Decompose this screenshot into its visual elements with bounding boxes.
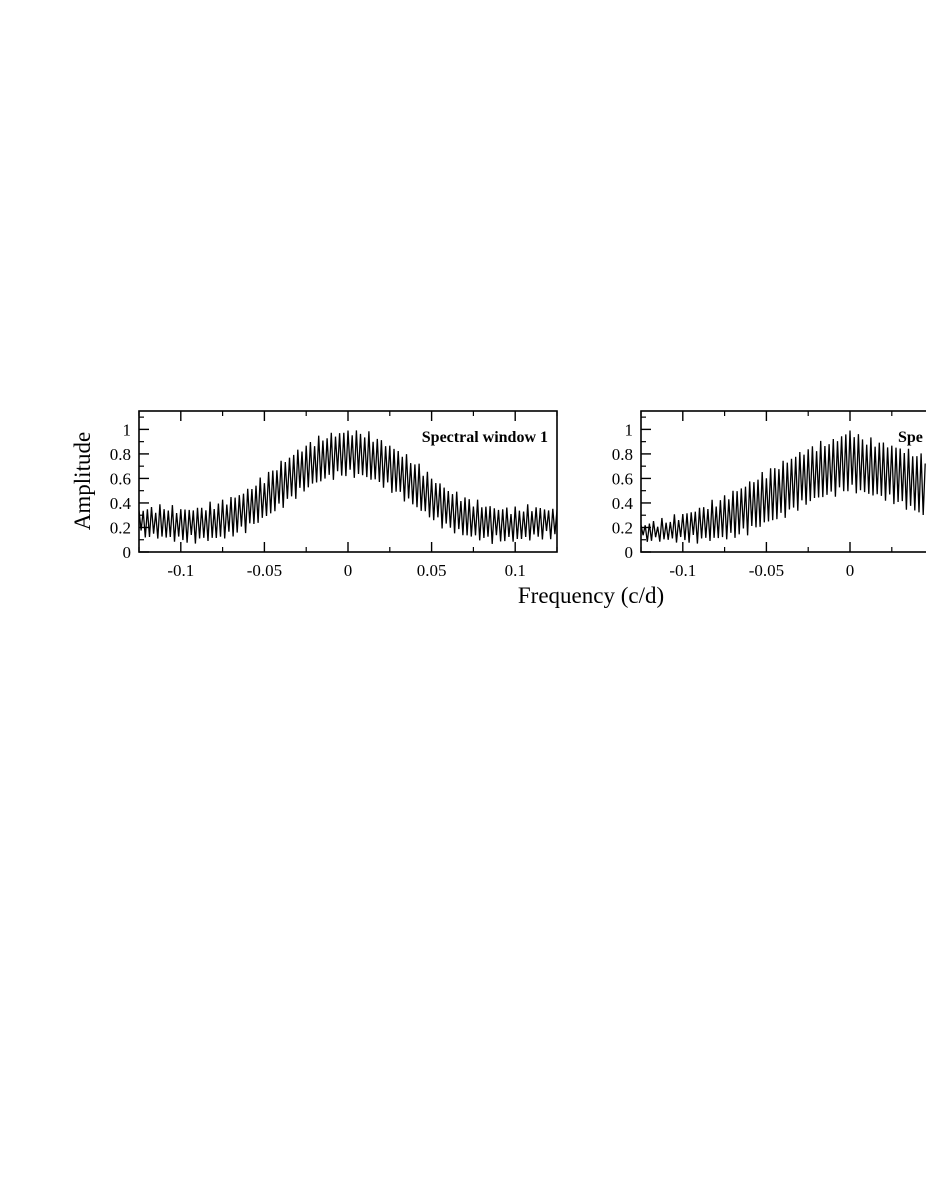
y-tick-label: 0 [123,543,132,562]
y-tick-label: 0.8 [110,445,131,464]
x-tick-label: -0.05 [749,561,784,580]
spectral-window-line [641,430,926,544]
x-tick-label: 0 [846,561,855,580]
y-tick-label: 1 [123,420,132,439]
spectral-window-line [139,430,557,544]
x-tick-label: 0.1 [505,561,526,580]
x-axis-title: Frequency (c/d) [518,583,664,608]
x-tick-label: -0.1 [669,561,696,580]
x-tick-label: 0 [344,561,353,580]
y-tick-label: 0.2 [612,518,633,537]
y-tick-label: 0.6 [110,469,131,488]
y-tick-label: 0.2 [110,518,131,537]
spectral-window-1-panel: -0.1 -0.05 0 0.05 0.1 0 0.2 0.4 0.6 0.8 1 Spectral … [110,410,558,580]
x-tick-label: -0.1 [167,561,194,580]
y-axis-title: Amplitude [70,432,95,530]
y-tick-label: 0 [625,543,634,562]
x-tick-label: 0.05 [417,561,447,580]
y-tick-label: 0.4 [110,494,132,513]
panel-label: Spectral window 1 [422,429,548,446]
x-tick-label: -0.05 [247,561,282,580]
y-tick-label: 1 [625,420,634,439]
y-tick-label: 0.8 [612,445,633,464]
y-tick-label: 0.4 [612,494,634,513]
panel-label: Spe [898,429,923,446]
y-tick-label: 0.6 [612,469,633,488]
